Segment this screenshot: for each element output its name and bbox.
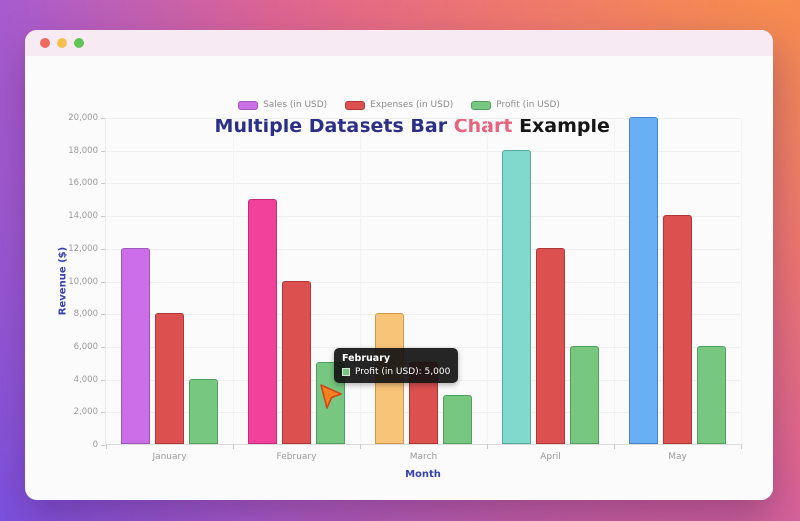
y-tick-label-0: 0: [92, 440, 98, 450]
bar-may-sales[interactable]: [629, 117, 658, 444]
y-tick-mark-0: [101, 445, 105, 446]
y-tick-label-10000: 10,000: [68, 276, 98, 287]
plot-area: Revenue ($) Month February Profit (in US…: [58, 113, 742, 480]
y-axis-title: Revenue ($): [57, 246, 69, 316]
bar-may-expenses[interactable]: [663, 215, 692, 444]
y-tick-label-6000: 6,000: [73, 341, 98, 352]
bar-january-profit[interactable]: [189, 378, 218, 444]
legend-label-0: Sales (in USD): [263, 100, 328, 110]
chart-title-segment-1: Chart: [453, 115, 513, 137]
y-tick-mark-16000: [101, 183, 105, 185]
bar-february-profit[interactable]: [316, 362, 345, 444]
x-tick-mark-1: [233, 444, 234, 449]
gridline-x-2: [360, 118, 361, 444]
legend-item-sales[interactable]: Sales (in USD): [238, 100, 327, 110]
y-tick-mark-20000: [101, 118, 105, 119]
x-category-label-may: May: [668, 452, 687, 462]
tooltip-label: Profit (in USD): 5,000: [355, 367, 451, 377]
close-button[interactable]: [40, 38, 50, 48]
legend-swatch-2: [471, 100, 492, 110]
x-tick-mark-4: [614, 444, 615, 449]
legend-swatch-1: [345, 100, 366, 110]
y-tick-label-2000: 2,000: [73, 407, 98, 418]
legend-item-expenses[interactable]: Expenses (in USD): [345, 100, 453, 110]
y-tick-label-8000: 8,000: [73, 309, 98, 320]
y-tick-mark-2000: [101, 412, 105, 414]
y-tick-mark-18000: [101, 150, 105, 152]
gridline-y-10000: [106, 281, 740, 283]
chart-title-segment-0: Multiple Datasets Bar: [214, 115, 454, 137]
window-titlebar[interactable]: [25, 30, 773, 56]
bar-april-sales[interactable]: [502, 149, 531, 444]
gridline-x-3: [487, 118, 488, 444]
chart-tooltip: February Profit (in USD): 5,000: [334, 348, 459, 383]
x-category-label-april: April: [540, 452, 561, 462]
bar-may-profit[interactable]: [697, 345, 726, 444]
y-tick-label-18000: 18,000: [68, 145, 98, 156]
y-tick-mark-4000: [101, 379, 105, 381]
chart-title: Multiple Datasets Bar Chart Example: [25, 61, 773, 137]
chart-title-segment-2: Example: [512, 115, 610, 137]
gridline-y-6000: [106, 346, 740, 348]
gridline-x-5: [741, 118, 742, 444]
y-tick-mark-10000: [101, 281, 105, 283]
gridline-y-14000: [106, 216, 740, 218]
x-tick-mark-3: [487, 444, 488, 449]
y-tick-label-20000: 20,000: [68, 113, 98, 123]
chart-legend: Sales (in USD) Expenses (in USD) Profit (i…: [25, 100, 773, 110]
bar-april-expenses[interactable]: [536, 247, 565, 444]
x-category-label-january: January: [152, 452, 187, 462]
y-tick-mark-12000: [101, 248, 105, 250]
gridline-y-18000: [106, 150, 740, 152]
y-tick-label-12000: 12,000: [68, 243, 98, 254]
legend-label-2: Profit (in USD): [496, 100, 560, 110]
cursor-shape: [320, 384, 342, 409]
x-tick-mark-5: [741, 444, 742, 449]
gridline-x-4: [614, 118, 615, 444]
legend-item-profit[interactable]: Profit (in USD): [471, 100, 560, 110]
y-tick-label-16000: 16,000: [68, 178, 98, 189]
y-tick-label-4000: 4,000: [73, 374, 98, 385]
bar-january-expenses[interactable]: [155, 313, 184, 444]
legend-swatch-0: [238, 100, 259, 110]
minimize-button[interactable]: [57, 38, 67, 48]
gridline-y-12000: [106, 248, 740, 250]
x-category-label-february: February: [276, 452, 317, 462]
tooltip-swatch: [342, 368, 350, 376]
bar-february-sales[interactable]: [248, 198, 277, 444]
gridline-x-1: [233, 118, 234, 444]
zoom-button[interactable]: [74, 38, 84, 48]
legend-label-1: Expenses (in USD): [370, 100, 454, 110]
bar-february-expenses[interactable]: [282, 280, 311, 444]
y-tick-label-14000: 14,000: [68, 211, 98, 222]
y-tick-mark-14000: [101, 216, 105, 218]
x-tick-mark-0: [106, 444, 107, 449]
x-axis-title: Month: [405, 469, 441, 480]
app-window: Multiple Datasets Bar Chart Example Sale…: [25, 30, 773, 500]
y-tick-mark-8000: [101, 314, 105, 316]
gridline-y-20000: [106, 118, 740, 119]
x-category-label-march: March: [409, 452, 438, 462]
gridline-y-8000: [106, 314, 740, 316]
bar-april-profit[interactable]: [570, 345, 599, 444]
bar-march-profit[interactable]: [443, 394, 472, 444]
mouse-cursor-icon: [320, 384, 342, 409]
y-tick-mark-6000: [101, 346, 105, 348]
bar-january-sales[interactable]: [121, 247, 150, 444]
gridline-y-16000: [106, 183, 740, 185]
tooltip-title: February: [342, 353, 391, 364]
x-tick-mark-2: [360, 444, 361, 449]
